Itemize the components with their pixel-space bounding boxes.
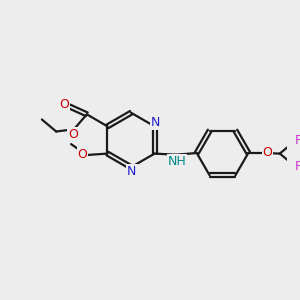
Text: F: F (295, 134, 300, 147)
Text: O: O (262, 146, 272, 159)
Text: N: N (151, 116, 160, 129)
Text: N: N (127, 165, 136, 178)
Text: O: O (78, 148, 88, 161)
Text: O: O (59, 98, 69, 110)
Text: O: O (68, 128, 78, 141)
Text: NH: NH (168, 154, 186, 167)
Text: F: F (295, 160, 300, 173)
